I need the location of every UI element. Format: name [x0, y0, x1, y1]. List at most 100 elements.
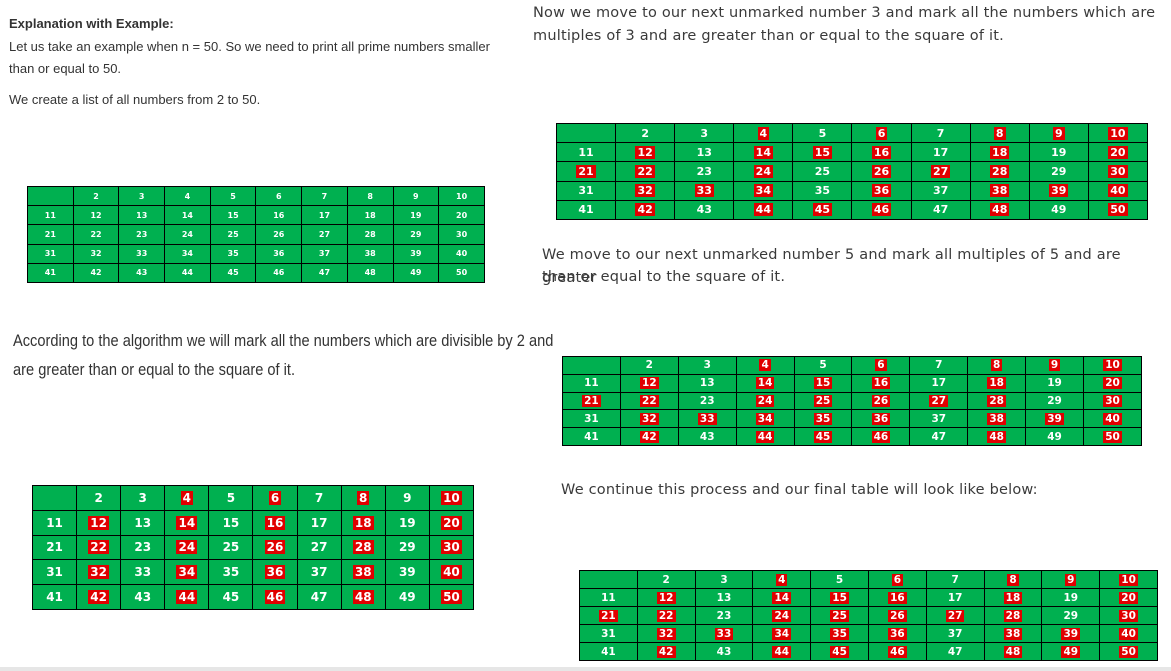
number-cell: 17 [910, 142, 971, 163]
number-cell: 47 [909, 427, 969, 446]
number-cell: 21 [31, 534, 78, 561]
number-cell: 11 [579, 588, 638, 607]
number-cell: 11 [555, 142, 617, 163]
marked-number-cell: 12 [636, 588, 696, 607]
marked-number-cell: 12 [619, 373, 679, 393]
example-heading: Explanation with Example: [9, 16, 174, 31]
number-cell: 13 [118, 205, 166, 226]
number-cell: 21 [27, 224, 74, 245]
marked-number-cell: 36 [851, 180, 912, 201]
number-cell: 19 [384, 509, 430, 536]
marked-number-cell: 8 [969, 122, 1030, 144]
number-cell: 23 [118, 224, 166, 245]
marked-number-cell: 28 [983, 606, 1043, 625]
number-cell: 15 [209, 205, 257, 226]
final-table-text: We continue this process and our final t… [561, 482, 1038, 498]
number-cell: 7 [301, 185, 348, 207]
number-cell: 2 [76, 485, 122, 511]
number-cell: 29 [384, 534, 430, 561]
step-5-line-1: We move to our next unmarked number 5 an… [542, 247, 1121, 286]
table-row: 2 3 4 5 6 7 8 9 10 [31, 485, 475, 511]
number-cell: 29 [1041, 606, 1101, 625]
marked-number-cell: 27 [910, 161, 971, 182]
sieve-table-after-5: 2 3 4 5 6 7 8 9 10 11 12 13 14 15 16 17 18 19 20 21 22 23 24 25… [562, 356, 1142, 446]
marked-number-cell: 27 [909, 391, 969, 411]
number-cell: 3 [677, 356, 737, 375]
number-cell: 41 [31, 584, 78, 610]
number-cell: 2 [615, 122, 676, 144]
marked-number-cell: 42 [619, 427, 679, 446]
number-cell: 31 [555, 180, 617, 201]
table-row: 21 22 23 24 25 26 27 28 29 30 [579, 606, 1158, 625]
number-cell: 33 [118, 243, 166, 264]
number-cell: 41 [27, 262, 74, 283]
table-row: 31 32 33 34 35 36 37 38 39 40 [31, 559, 475, 586]
marked-number-cell: 20 [1087, 142, 1149, 163]
marked-number-cell: 6 [867, 570, 927, 589]
table-row: 31 32 33 34 35 36 37 38 39 40 [579, 624, 1158, 643]
marked-number-cell: 18 [969, 142, 1030, 163]
number-cell: 32 [72, 243, 120, 264]
number-cell: 47 [910, 199, 971, 220]
number-cell: 36 [255, 243, 303, 264]
number-cell: 44 [164, 262, 211, 283]
table-row: 41 42 43 44 45 46 47 48 49 50 [579, 642, 1158, 661]
number-cell: 50 [438, 262, 485, 283]
table-row: 41 42 43 44 45 46 47 48 49 50 [555, 199, 1149, 220]
marked-number-cell: 6 [851, 122, 912, 144]
number-cell: 25 [208, 534, 254, 561]
number-cell: 49 [392, 262, 440, 283]
marked-number-cell: 35 [810, 624, 869, 643]
number-cell: 27 [296, 534, 342, 561]
marked-number-cell: 16 [867, 588, 927, 607]
marked-number-cell: 21 [555, 161, 617, 182]
marked-number-cell: 22 [636, 606, 696, 625]
number-cell: 16 [255, 205, 303, 226]
marked-number-cell: 44 [752, 642, 812, 661]
number-cell: 17 [909, 373, 969, 393]
number-cell: 11 [562, 373, 621, 393]
marked-number-cell: 14 [164, 509, 210, 536]
number-cell: 13 [674, 142, 735, 163]
number-cell: 7 [910, 122, 971, 144]
empty-corner-cell [562, 356, 621, 375]
marked-number-cell: 46 [867, 642, 927, 661]
number-cell: 17 [296, 509, 342, 536]
create-list-text: We create a list of all numbers from 2 t… [9, 92, 261, 107]
marked-number-cell: 40 [1087, 180, 1149, 201]
number-cell: 37 [301, 243, 348, 264]
table-row: 21 22 23 24 25 26 27 28 29 30 [27, 224, 485, 245]
marked-number-cell: 50 [428, 584, 475, 610]
marked-number-cell: 49 [1041, 642, 1101, 661]
marked-number-cell: 4 [733, 122, 794, 144]
marked-number-cell: 48 [967, 427, 1027, 446]
marked-number-cell: 20 [1083, 373, 1142, 393]
marked-number-cell: 44 [735, 427, 795, 446]
marked-number-cell: 30 [428, 534, 475, 561]
marked-number-cell: 4 [752, 570, 812, 589]
table-row: 21 22 23 24 25 26 27 28 29 30 [562, 391, 1142, 411]
number-cell: 47 [301, 262, 348, 283]
number-cell: 8 [346, 185, 394, 207]
marked-number-cell: 25 [793, 391, 853, 411]
number-cell: 10 [438, 185, 485, 207]
marked-number-cell: 24 [752, 606, 812, 625]
number-cell: 13 [120, 509, 166, 536]
marked-number-cell: 16 [851, 373, 911, 393]
marked-number-cell: 24 [164, 534, 210, 561]
marked-number-cell: 36 [851, 409, 911, 429]
number-cell: 14 [164, 205, 211, 226]
step-5-line-2: than or equal to the square of it. [542, 269, 786, 285]
marked-number-cell: 40 [428, 559, 475, 586]
number-cell: 37 [909, 409, 969, 429]
number-cell: 3 [118, 185, 166, 207]
marked-number-cell: 18 [967, 373, 1027, 393]
marked-number-cell: 42 [615, 199, 676, 220]
number-cell: 49 [384, 584, 430, 610]
marked-number-cell: 34 [752, 624, 812, 643]
table-row: 41 42 43 44 45 46 47 48 49 50 [31, 584, 475, 610]
marked-number-cell: 20 [1099, 588, 1158, 607]
table-row: 2 3 4 5 6 7 8 9 10 [562, 356, 1142, 375]
marked-number-cell: 38 [340, 559, 386, 586]
marked-number-cell: 26 [851, 391, 911, 411]
